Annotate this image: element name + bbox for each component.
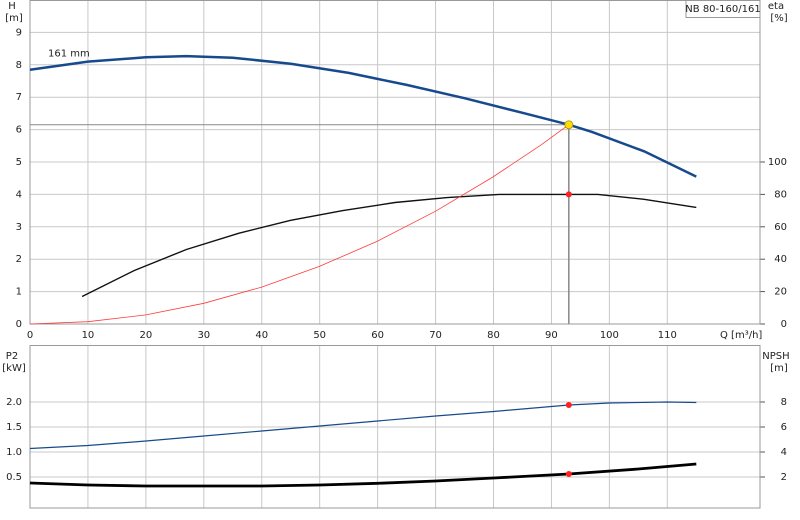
duty-marker-y	[565, 402, 572, 408]
y2-tick-label: 6	[781, 422, 787, 433]
y-axis-label: P2	[6, 351, 18, 362]
y-tick-label: 2	[16, 254, 22, 265]
x-tick-label: 50	[313, 330, 326, 341]
y2-tick-label: 80	[774, 189, 787, 200]
x-tick-label: 40	[255, 330, 268, 341]
x-tick-label: 0	[27, 330, 33, 341]
y2-axis-label: NPSH	[762, 351, 789, 362]
y-axis-label: H	[8, 1, 16, 12]
y-tick-label: 1.0	[6, 447, 22, 458]
y2-axis-unit: [m]	[770, 363, 788, 374]
y-axis-unit: [kW]	[2, 363, 26, 374]
y-tick-label: 1.5	[6, 422, 22, 433]
y-tick-label: 5	[16, 157, 22, 168]
curve	[29, 54, 697, 178]
curve	[29, 462, 697, 488]
chart-title: NB 80-160/161	[685, 4, 760, 15]
plot-frame	[29, 0, 761, 325]
y2-tick-label: 4	[781, 447, 787, 458]
x-tick-label: 110	[658, 330, 677, 341]
y-tick-label: 6	[16, 125, 22, 136]
x-tick-label: 10	[82, 330, 95, 341]
y-tick-label: 0.5	[6, 472, 22, 483]
x-tick-label: 30	[197, 330, 210, 341]
y2-tick-label: 20	[774, 287, 787, 298]
x-tick-label: 100	[600, 330, 619, 341]
curve	[29, 401, 697, 450]
x-axis-label: Q [m³/h]	[720, 330, 762, 341]
y-tick-label: 4	[16, 189, 22, 200]
y2-axis-label: eta	[768, 1, 784, 12]
y2-tick-label: 60	[774, 222, 787, 233]
y-tick-label: 9	[16, 27, 22, 38]
x-tick-label: 90	[545, 330, 558, 341]
duty-marker-y2	[565, 191, 572, 198]
x-tick-label: 20	[140, 330, 153, 341]
y2-axis-unit: [%]	[770, 13, 787, 24]
y2-tick-label: 2	[781, 472, 787, 483]
x-tick-label: 70	[429, 330, 442, 341]
series-label: 161 mm	[48, 49, 90, 60]
title-box	[685, 0, 761, 18]
y2-tick-label: 100	[768, 157, 787, 168]
duty-point	[564, 120, 574, 130]
curve	[81, 193, 697, 298]
y2-tick-label: 8	[781, 397, 787, 408]
curve	[29, 124, 570, 325]
y-tick-label: 0	[16, 319, 22, 330]
y-tick-label: 8	[16, 60, 22, 71]
y-tick-label: 7	[16, 92, 22, 103]
plot-frame	[29, 345, 761, 509]
y-tick-label: 1	[16, 287, 22, 298]
y-tick-label: 2.0	[6, 397, 22, 408]
y2-tick-label: 0	[781, 319, 787, 330]
y-tick-label: 3	[16, 222, 22, 233]
x-tick-label: 80	[487, 330, 500, 341]
y2-tick-label: 40	[774, 254, 787, 265]
x-tick-label: 60	[371, 330, 384, 341]
y-axis-unit: [m]	[5, 13, 23, 24]
duty-marker-y2	[565, 471, 572, 477]
